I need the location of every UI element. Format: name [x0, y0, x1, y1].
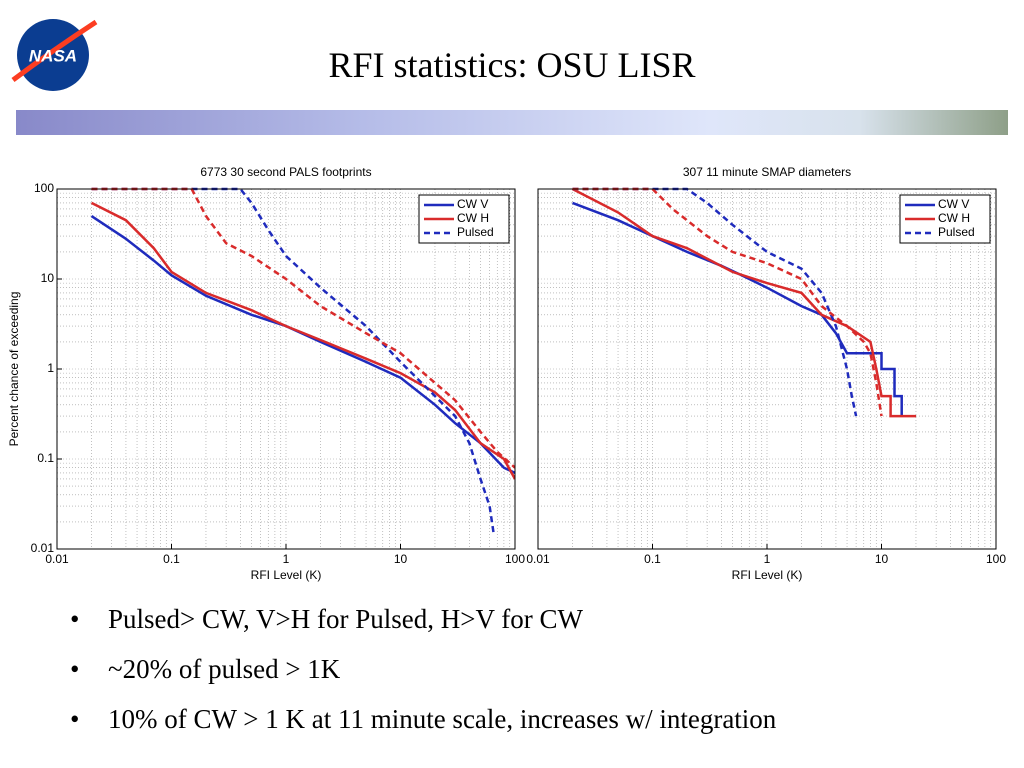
- logo-text: NASA: [29, 46, 77, 65]
- series-line: [90, 201, 515, 480]
- y-tick-label: 10: [41, 271, 55, 285]
- x-tick-label: 10: [394, 552, 408, 566]
- x-axis-label: RFI Level (K): [732, 568, 803, 582]
- x-tick-label: 1: [283, 552, 290, 566]
- x-tick-label: 10: [875, 552, 889, 566]
- x-axis-label: RFI Level (K): [251, 568, 322, 582]
- logo: NASA: [11, 19, 98, 91]
- plot-frame: [537, 188, 997, 550]
- x-tick-label: 100: [505, 552, 525, 566]
- title-bar: [16, 110, 1008, 135]
- x-tick-label: 100: [986, 552, 1006, 566]
- legend-label: Pulsed: [457, 225, 494, 239]
- series-line: [91, 187, 515, 469]
- y-tick-label: 0.01: [31, 541, 55, 555]
- legend-label: CW V: [938, 197, 969, 211]
- y-tick-label: 100: [34, 181, 54, 195]
- legend-label: CW H: [938, 211, 970, 225]
- bullets: Pulsed> CW, V>H for Pulsed, H>V for CW ~…: [70, 604, 776, 754]
- logo-swoosh: [11, 19, 98, 83]
- y-tick-label: 0.1: [37, 451, 54, 465]
- chart-title: 6773 30 second PALS footprints: [200, 165, 371, 179]
- legend-label: CW V: [457, 197, 488, 211]
- legend-label: Pulsed: [938, 225, 975, 239]
- bullet: Pulsed> CW, V>H for Pulsed, H>V for CW: [70, 604, 776, 654]
- slide-title: RFI statistics: OSU LISR: [328, 45, 696, 85]
- y-axis-label: Percent chance of exceeding: [7, 292, 21, 447]
- x-tick-label: 0.01: [526, 552, 550, 566]
- series-line: [90, 215, 515, 475]
- legend-label: CW H: [457, 211, 489, 225]
- bullet: 10% of CW > 1 K at 11 minute scale, incr…: [70, 704, 776, 754]
- chart-title: 307 11 minute SMAP diameters: [683, 165, 851, 179]
- series-line: [571, 187, 916, 418]
- y-tick-label: 1: [47, 361, 54, 375]
- x-tick-label: 0.1: [163, 552, 180, 566]
- x-tick-label: 0.01: [45, 552, 69, 566]
- legend-box: [418, 194, 510, 244]
- bullet: ~20% of pulsed > 1K: [70, 654, 776, 704]
- plot-frame: [56, 188, 516, 550]
- x-tick-label: 1: [764, 552, 771, 566]
- x-tick-label: 0.1: [644, 552, 661, 566]
- series-line: [572, 187, 858, 417]
